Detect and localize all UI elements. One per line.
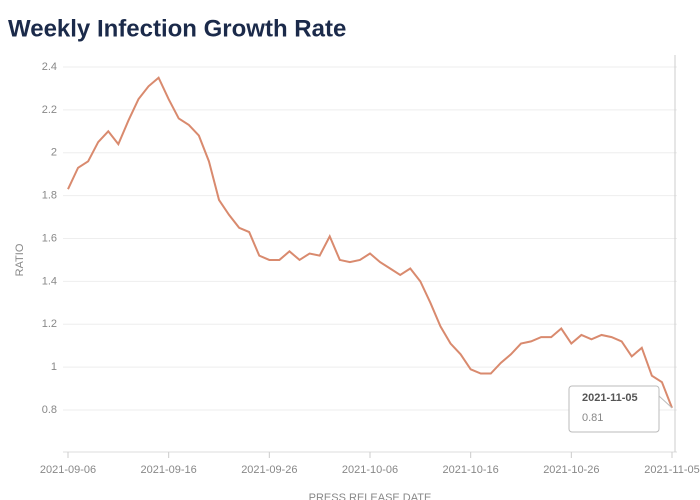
x-tick-label: 2021-09-26 bbox=[241, 464, 297, 476]
x-axis-label: PRESS RELEASE DATE bbox=[309, 492, 432, 500]
tooltip-box bbox=[568, 385, 660, 433]
y-axis-label: RATIO bbox=[14, 243, 26, 276]
y-tick-label: 1.6 bbox=[42, 232, 57, 244]
y-tick-label: 2.4 bbox=[42, 61, 57, 73]
tooltip-date: 2021-11-05 bbox=[582, 392, 638, 404]
y-tick-label: 0.8 bbox=[42, 404, 57, 416]
line-series bbox=[67, 76, 673, 409]
tooltip-value: 0.81 bbox=[582, 412, 603, 424]
y-tick-label: 2 bbox=[51, 147, 57, 159]
y-tick-label: 2.2 bbox=[42, 104, 57, 116]
y-tick-label: 1.4 bbox=[42, 275, 57, 287]
x-tick-label: 2021-10-26 bbox=[543, 464, 599, 476]
chart-title: Weekly Infection Growth Rate bbox=[8, 15, 346, 42]
y-tick-label: 1 bbox=[51, 361, 57, 373]
tooltip-pointer bbox=[658, 395, 673, 409]
y-tick-label: 1.8 bbox=[42, 190, 57, 202]
x-tick-label: 2021-09-06 bbox=[40, 464, 96, 476]
x-tick-label: 2021-10-16 bbox=[443, 464, 499, 476]
x-tick-label: 2021-09-16 bbox=[141, 464, 197, 476]
y-tick-label: 1.2 bbox=[42, 318, 57, 330]
x-tick-label: 2021-11-05 bbox=[644, 464, 699, 476]
x-tick-label: 2021-10-06 bbox=[342, 464, 398, 476]
